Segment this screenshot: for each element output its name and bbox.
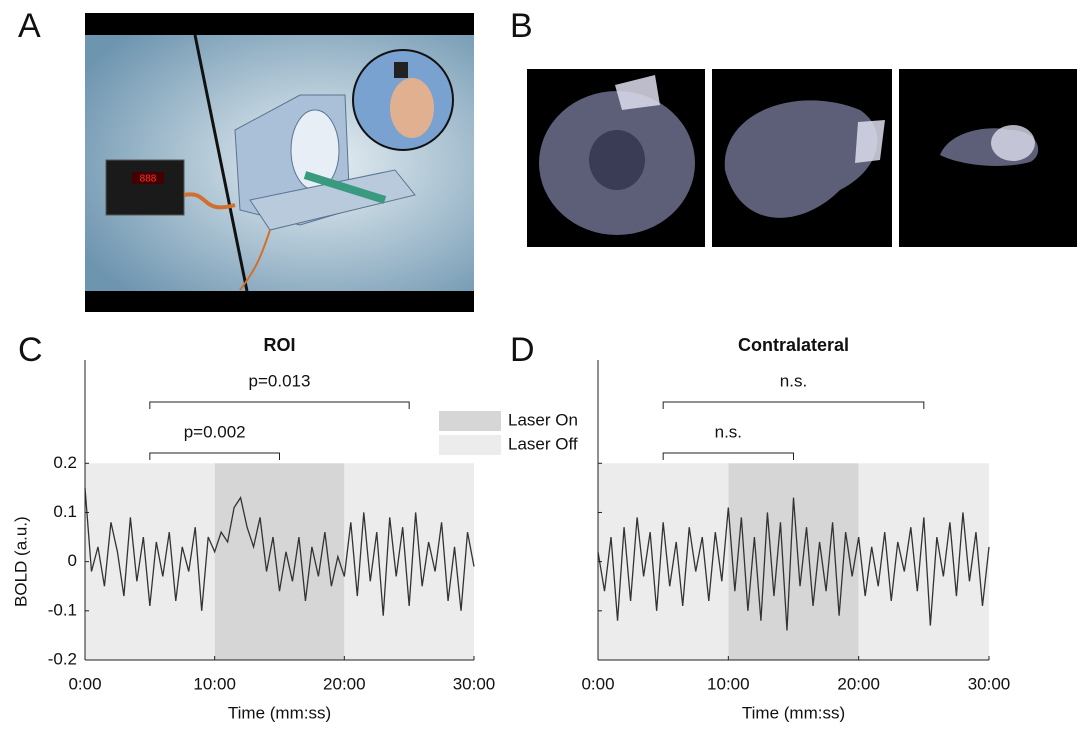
line-series <box>597 497 990 631</box>
laser-region <box>598 463 729 660</box>
laser-region <box>344 463 474 660</box>
x-axis-label: Time (mm:ss) <box>228 703 331 722</box>
panel-label: B <box>510 7 533 45</box>
significance-label: p=0.002 <box>184 422 246 441</box>
y-tick-label: -0.1 <box>48 600 77 619</box>
laser-region <box>858 463 989 660</box>
svg-text:888: 888 <box>140 174 157 185</box>
legend-swatch <box>439 411 501 431</box>
y-axis-label: BOLD (a.u.) <box>11 516 30 607</box>
laser-region <box>214 463 345 660</box>
x-tick-label: 30:00 <box>968 674 1011 693</box>
panel-label: D <box>510 331 535 369</box>
significance-bracket <box>662 401 925 409</box>
x-tick-label: 0:00 <box>581 674 614 693</box>
x-tick-label: 20:00 <box>837 674 880 693</box>
significance-label: p=0.013 <box>249 371 311 390</box>
y-tick-label: 0.2 <box>53 453 77 472</box>
chart-title: ROI <box>263 335 295 355</box>
significance-bracket <box>662 452 794 460</box>
chart-title: Contralateral <box>738 335 849 355</box>
legend-label: Laser Off <box>508 434 578 453</box>
line-series <box>84 487 475 616</box>
significance-label: n.s. <box>780 371 807 390</box>
x-tick-label: 10:00 <box>707 674 750 693</box>
significance-bracket <box>149 401 410 409</box>
setup-illustration: 888 <box>85 13 474 312</box>
y-tick-label: -0.2 <box>48 649 77 668</box>
x-tick-label: 20:00 <box>323 674 366 693</box>
y-tick-label: 0.1 <box>53 502 77 521</box>
legend-swatch <box>439 435 501 455</box>
laser-region <box>728 463 859 660</box>
laser-region <box>85 463 215 660</box>
panel-label: C <box>18 331 43 369</box>
x-tick-label: 10:00 <box>193 674 236 693</box>
x-tick-label: 30:00 <box>453 674 496 693</box>
brain-slices <box>527 69 1077 247</box>
significance-bracket <box>149 452 280 460</box>
panel-label: A <box>18 7 41 45</box>
y-tick-label: 0 <box>68 551 77 570</box>
significance-label: n.s. <box>715 422 742 441</box>
legend-label: Laser On <box>508 410 578 429</box>
x-axis-label: Time (mm:ss) <box>742 703 845 722</box>
x-tick-label: 0:00 <box>68 674 101 693</box>
